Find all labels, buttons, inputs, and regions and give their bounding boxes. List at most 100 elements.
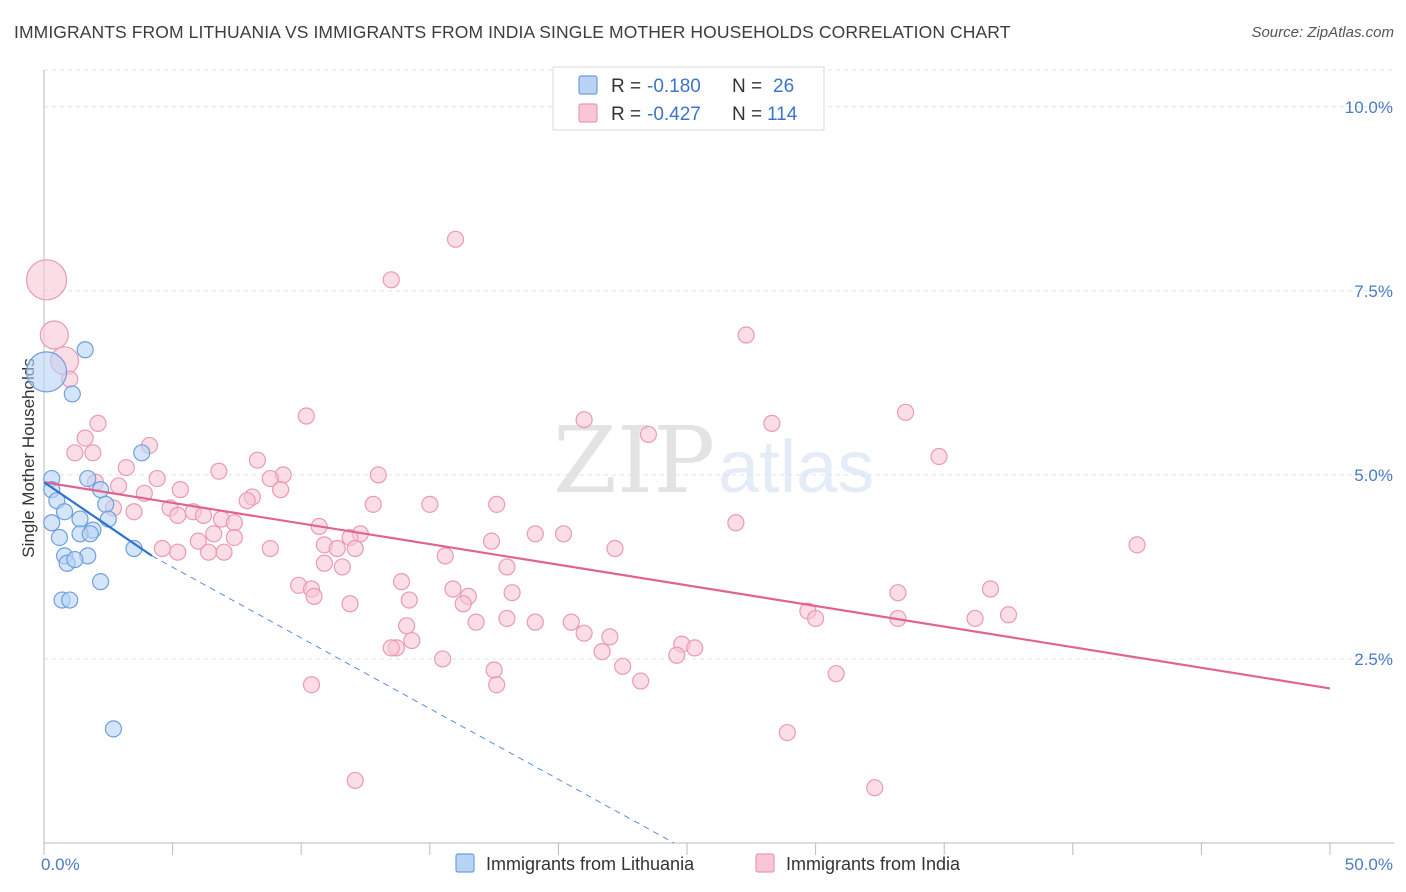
india-point	[614, 657, 632, 675]
y-axis-label: Single Mother Households	[19, 358, 38, 557]
axes	[43, 70, 1394, 855]
lithuania-point	[61, 591, 79, 609]
india-point	[333, 558, 351, 576]
india-point	[76, 429, 94, 447]
india-point	[238, 492, 256, 510]
legend-n-label-lithuania: N =	[732, 76, 762, 97]
india-point	[400, 591, 418, 609]
lithuania-trend-line	[43, 481, 153, 557]
lithuania-points	[25, 341, 151, 738]
india-point	[225, 528, 243, 547]
india-point	[117, 458, 135, 477]
bottom-legend-label-india[interactable]: Immigrants from India	[786, 854, 961, 874]
india-point	[302, 676, 321, 694]
india-point	[200, 543, 218, 561]
bottom-legend-swatch-lithuania[interactable]	[455, 853, 475, 873]
lithuania-point	[50, 528, 69, 547]
x-tick-label: 50.0%	[1345, 855, 1393, 874]
india-point	[171, 481, 189, 499]
india-point	[169, 506, 187, 524]
india-trend-line	[43, 481, 1331, 690]
india-point	[778, 723, 796, 742]
lithuania-point	[133, 444, 151, 462]
chart-title: IMMIGRANTS FROM LITHUANIA VS IMMIGRANTS …	[14, 22, 1011, 42]
india-point	[866, 779, 884, 797]
india-point	[248, 451, 267, 469]
india-point	[999, 606, 1018, 624]
lithuania-point	[91, 573, 110, 591]
india-point	[169, 543, 187, 561]
legend-r-label-india: R =	[611, 104, 641, 125]
gridlines	[44, 69, 1394, 660]
legend-n-value-india: 114	[767, 104, 798, 125]
lithuania-point	[79, 469, 97, 488]
lithuania-point	[66, 550, 84, 569]
india-point	[315, 554, 333, 572]
india-point	[467, 613, 485, 631]
india-point	[398, 617, 416, 635]
india-point	[444, 580, 462, 598]
india-point	[503, 584, 521, 602]
india-point	[382, 639, 400, 657]
y-tick-label: 2.5%	[1354, 650, 1393, 669]
india-point	[526, 613, 544, 631]
india-point	[446, 230, 465, 248]
watermark-atlas: atlas	[718, 425, 874, 508]
india-point	[205, 525, 223, 543]
india-point	[454, 595, 472, 613]
india-point	[261, 469, 279, 488]
india-points	[25, 230, 1146, 797]
lithuania-point	[25, 351, 68, 393]
y-tick-label: 5.0%	[1354, 466, 1393, 485]
y-tick-labels: 2.5% 5.0% 7.5% 10.0%	[1345, 98, 1393, 669]
lithuania-point	[43, 514, 61, 532]
india-point	[593, 642, 611, 661]
legend-n-label-india: N =	[732, 104, 762, 125]
legend-r-value-india: -0.427	[647, 104, 701, 125]
india-point	[1128, 536, 1146, 554]
india-point	[434, 650, 452, 668]
lithuania-point	[99, 510, 117, 528]
y-tick-label: 10.0%	[1345, 98, 1393, 117]
india-point	[727, 514, 745, 532]
india-point	[763, 414, 781, 432]
india-point	[189, 532, 207, 550]
india-point	[686, 639, 704, 657]
india-point	[498, 609, 516, 628]
india-point	[889, 584, 907, 602]
india-point	[897, 403, 915, 421]
bottom-legend-label-lithuania[interactable]: Immigrants from Lithuania	[486, 854, 695, 874]
legend-box	[552, 66, 825, 131]
india-point	[421, 495, 439, 513]
india-point	[562, 613, 580, 631]
india-point	[305, 587, 323, 605]
india-point	[382, 271, 400, 289]
india-point	[210, 462, 228, 480]
india-point	[261, 539, 279, 558]
india-point	[346, 771, 364, 790]
india-point	[827, 665, 845, 683]
lithuania-point	[76, 341, 94, 359]
india-point	[39, 320, 69, 350]
legend-r-label-lithuania: R =	[611, 76, 641, 97]
india-point	[485, 661, 503, 679]
india-point	[639, 425, 658, 444]
series-legend: Immigrants from Lithuania Immigrants fro…	[455, 853, 961, 874]
india-point	[488, 495, 506, 513]
india-point	[526, 525, 544, 543]
legend-r-value-lithuania: -0.180	[647, 76, 701, 97]
bottom-legend-swatch-india[interactable]	[755, 853, 775, 873]
india-point	[403, 631, 421, 650]
lithuania-point	[63, 385, 81, 403]
lithuania-point	[71, 510, 89, 528]
india-point	[153, 539, 171, 558]
india-point	[554, 525, 573, 543]
lithuania-point	[97, 495, 115, 513]
india-point	[966, 609, 984, 628]
india-point	[346, 539, 364, 558]
india-point	[632, 672, 650, 690]
india-point	[606, 539, 624, 558]
india-point	[482, 532, 501, 550]
india-point	[575, 624, 593, 642]
trend-lines	[43, 481, 1331, 844]
